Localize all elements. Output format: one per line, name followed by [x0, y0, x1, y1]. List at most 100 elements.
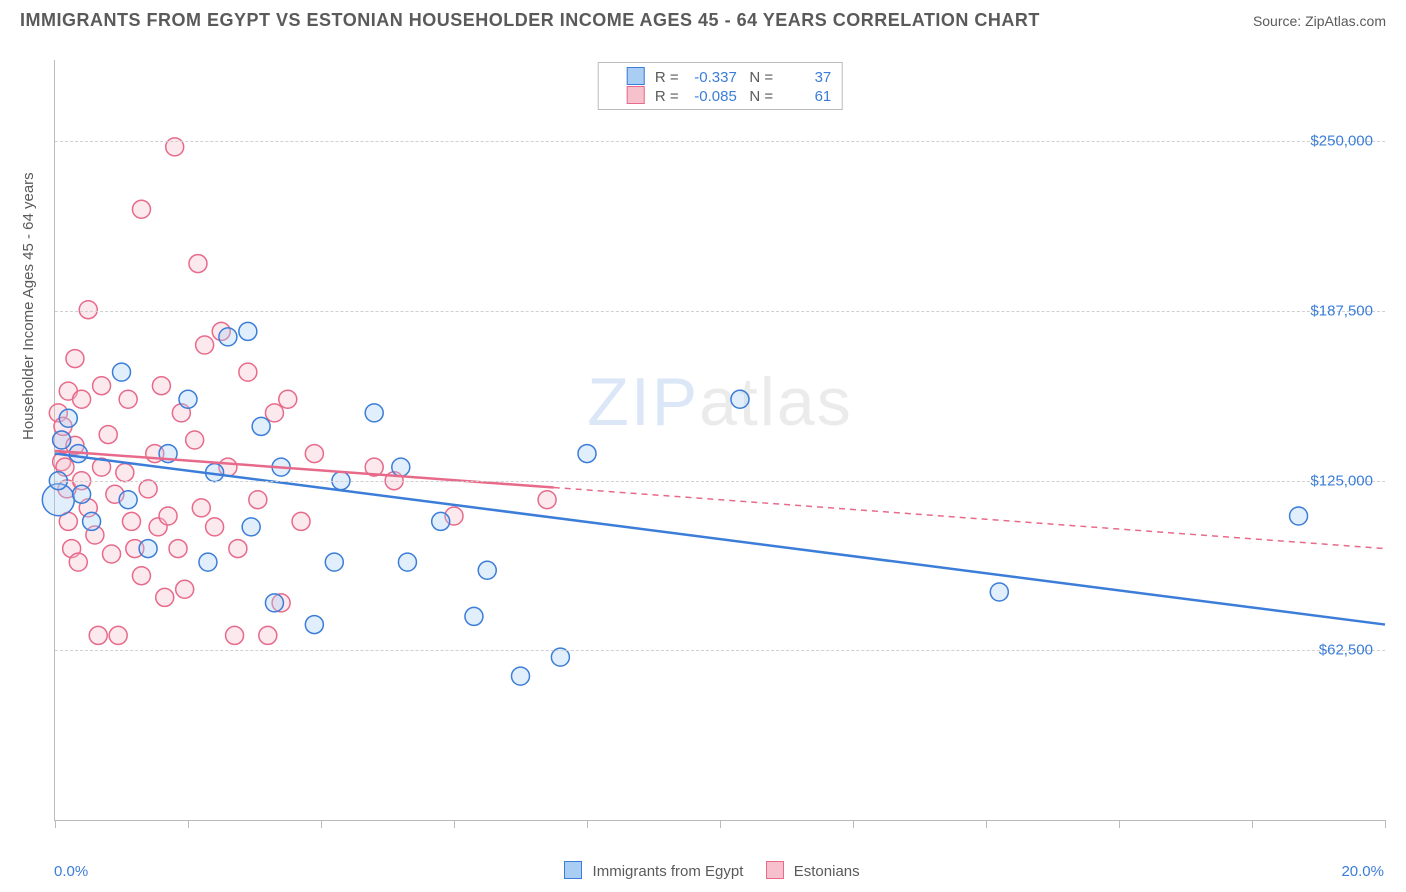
data-point [259, 626, 277, 644]
n-value-1: 37 [777, 69, 831, 86]
data-point [1290, 507, 1308, 525]
swatch-egypt-icon [564, 861, 582, 879]
data-point [109, 626, 127, 644]
data-point [119, 390, 137, 408]
data-point [292, 512, 310, 530]
data-point [398, 553, 416, 571]
data-point [465, 607, 483, 625]
data-point [66, 350, 84, 368]
data-point [219, 328, 237, 346]
series-legend: Immigrants from Egypt Estonians [0, 861, 1406, 880]
gridline [55, 481, 1385, 482]
x-tick [1385, 820, 1386, 828]
data-point [93, 377, 111, 395]
x-tick [188, 820, 189, 828]
data-point [176, 580, 194, 598]
swatch-egypt-icon [627, 67, 645, 85]
r-value-1: -0.337 [683, 69, 737, 86]
y-axis-label: Householder Income Ages 45 - 64 years [20, 172, 37, 440]
data-point [169, 540, 187, 558]
data-point [192, 499, 210, 517]
n-label: N = [749, 88, 773, 105]
gridline [55, 311, 1385, 312]
n-value-2: 61 [777, 88, 831, 105]
x-tick [986, 820, 987, 828]
data-point [392, 458, 410, 476]
data-point [89, 626, 107, 644]
data-point [365, 404, 383, 422]
legend-label-2: Estonians [794, 863, 860, 880]
data-point [59, 409, 77, 427]
x-tick [853, 820, 854, 828]
data-point [119, 491, 137, 509]
data-point [199, 553, 217, 571]
data-point [229, 540, 247, 558]
x-tick [720, 820, 721, 828]
data-point [139, 540, 157, 558]
gridline [55, 650, 1385, 651]
data-point [305, 616, 323, 634]
legend-row-1: R = -0.337 N = 37 [609, 67, 832, 86]
data-point [53, 431, 71, 449]
n-label: N = [749, 69, 773, 86]
data-point [249, 491, 267, 509]
data-point [99, 426, 117, 444]
r-label: R = [655, 69, 679, 86]
data-point [242, 518, 260, 536]
swatch-estonia-icon [627, 86, 645, 104]
data-point [189, 255, 207, 273]
data-point [73, 390, 91, 408]
y-tick-label: $62,500 [1319, 642, 1373, 659]
data-point [512, 667, 530, 685]
data-point [159, 507, 177, 525]
data-point [132, 567, 150, 585]
data-point [179, 390, 197, 408]
data-point [432, 512, 450, 530]
data-point [206, 518, 224, 536]
data-point [139, 480, 157, 498]
data-point [226, 626, 244, 644]
data-point [578, 445, 596, 463]
data-point [731, 390, 749, 408]
legend-label-1: Immigrants from Egypt [593, 863, 744, 880]
x-tick [55, 820, 56, 828]
data-point [538, 491, 556, 509]
chart-title: IMMIGRANTS FROM EGYPT VS ESTONIAN HOUSEH… [20, 10, 1040, 31]
x-tick [1252, 820, 1253, 828]
r-value-2: -0.085 [683, 88, 737, 105]
x-tick [454, 820, 455, 828]
data-point [156, 588, 174, 606]
data-point [239, 322, 257, 340]
data-point [252, 417, 270, 435]
legend-row-2: R = -0.085 N = 61 [609, 86, 832, 105]
x-tick [321, 820, 322, 828]
x-tick [587, 820, 588, 828]
source-label: Source: ZipAtlas.com [1253, 13, 1386, 29]
data-point [79, 301, 97, 319]
y-tick-label: $125,000 [1310, 472, 1373, 489]
scatter-svg [55, 60, 1385, 820]
chart-plot-area: R = -0.337 N = 37 R = -0.085 N = 61 ZIPa… [54, 60, 1385, 821]
correlation-legend: R = -0.337 N = 37 R = -0.085 N = 61 [598, 62, 843, 110]
data-point [73, 485, 91, 503]
y-tick-label: $250,000 [1310, 133, 1373, 150]
data-point [990, 583, 1008, 601]
data-point [305, 445, 323, 463]
data-point [478, 561, 496, 579]
data-point [325, 553, 343, 571]
y-tick-label: $187,500 [1310, 303, 1373, 320]
data-point [186, 431, 204, 449]
x-tick [1119, 820, 1120, 828]
data-point [103, 545, 121, 563]
swatch-estonia-icon [766, 861, 784, 879]
data-point [132, 200, 150, 218]
data-point [122, 512, 140, 530]
trend-line-dashed [554, 488, 1385, 549]
r-label: R = [655, 88, 679, 105]
data-point [152, 377, 170, 395]
gridline [55, 141, 1385, 142]
data-point [279, 390, 297, 408]
data-point [116, 464, 134, 482]
data-point [265, 404, 283, 422]
data-point [265, 594, 283, 612]
